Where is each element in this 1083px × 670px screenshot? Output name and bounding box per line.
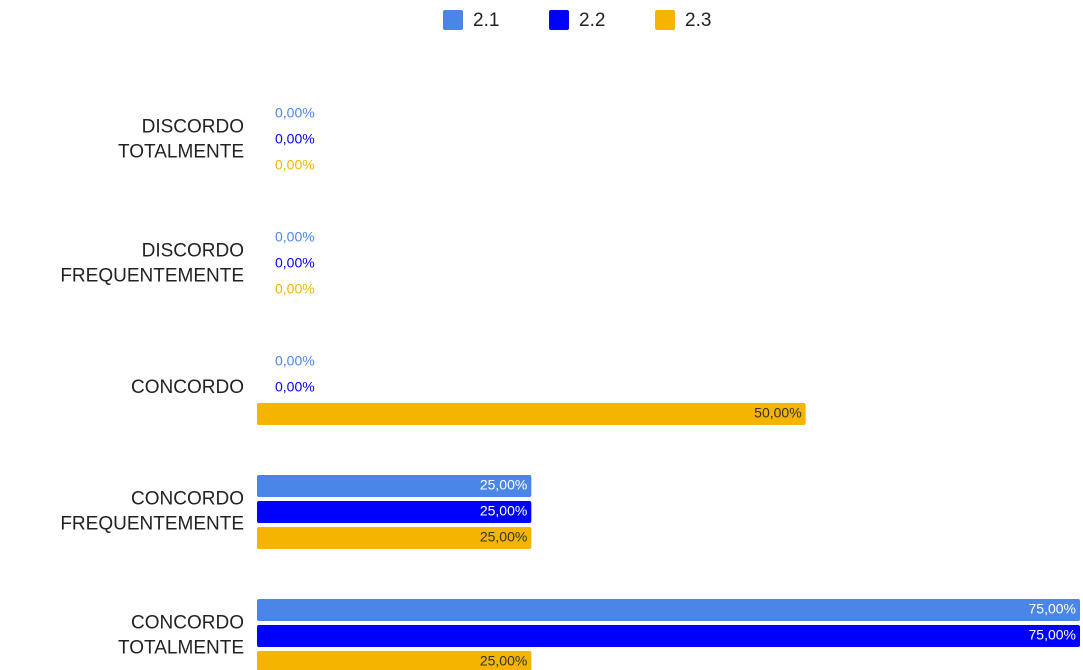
value-label: 50,00% [754,405,801,421]
category-label: DISCORDO FREQUENTEMENTE [60,241,244,287]
value-label: 0,00% [275,255,315,271]
value-label: 25,00% [480,653,527,669]
bar [257,501,532,523]
value-label: 0,00% [275,379,315,395]
value-label: 25,00% [480,477,527,493]
legend-swatch [655,10,675,30]
bar [257,599,1080,621]
legend-label: 2.2 [579,10,605,31]
bar [257,403,806,425]
legend-swatch [549,10,569,30]
value-label: 0,00% [275,281,315,297]
category-label: CONCORDO TOTALMENTE [118,613,244,659]
value-label: 0,00% [275,131,315,147]
value-label: 0,00% [275,353,315,369]
value-label: 75,00% [1029,627,1076,643]
category-label: DISCORDO TOTALMENTE [118,117,244,163]
legend-swatch [443,10,463,30]
category-label: CONCORDO [131,377,244,398]
bar [257,527,532,549]
value-label: 25,00% [480,529,527,545]
legend-label: 2.3 [685,10,711,31]
value-label: 0,00% [275,157,315,173]
value-label: 25,00% [480,503,527,519]
bar [257,475,532,497]
value-label: 0,00% [275,229,315,245]
category-label: CONCORDO FREQUENTEMENTE [60,489,244,535]
legend-label: 2.1 [473,10,499,31]
value-label: 75,00% [1029,601,1076,617]
bar [257,651,532,670]
bar [257,625,1080,647]
value-label: 0,00% [275,105,315,121]
